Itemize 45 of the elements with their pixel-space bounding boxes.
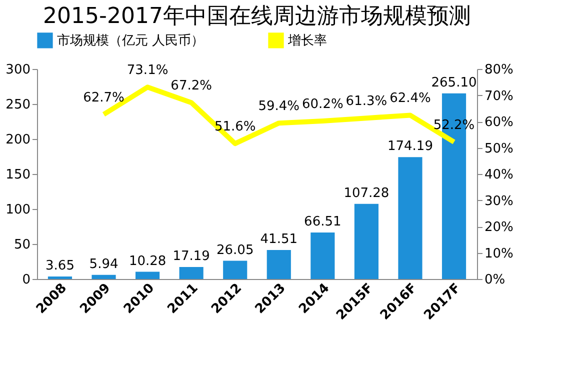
data-label: 61.3% <box>346 94 388 110</box>
bar <box>92 274 116 279</box>
bar <box>354 204 378 279</box>
data-label: 59.4% <box>258 99 300 114</box>
y-tick-label: 300 <box>6 62 30 78</box>
data-label: 26.05 <box>216 242 254 258</box>
data-label: 62.4% <box>390 91 431 106</box>
y-tick-label: 250 <box>6 98 30 112</box>
data-label: 107.28 <box>344 186 390 201</box>
bar <box>223 260 248 279</box>
y-tick-label: 50 <box>14 238 30 252</box>
data-label: 5.94 <box>89 256 118 272</box>
y2-tick-label: 30% <box>484 194 514 209</box>
bar <box>310 232 335 279</box>
data-label: 265.10 <box>431 75 477 90</box>
bar <box>179 266 204 279</box>
data-label: 60.2% <box>302 96 344 112</box>
data-label: 3.65 <box>46 258 74 274</box>
y2-tick-label: 80% <box>484 62 514 78</box>
y-tick-label: 200 <box>6 132 30 148</box>
legend-label: 市场规模（亿元 人民币） <box>57 33 204 48</box>
bar <box>48 276 72 279</box>
data-label: 73.1% <box>126 63 168 78</box>
y2-tick-label: 0% <box>484 272 506 288</box>
bar <box>136 272 160 279</box>
y2-tick-label: 10% <box>484 246 514 262</box>
y2-tick-label: 50% <box>484 141 514 156</box>
y-tick-label: 150 <box>6 168 30 182</box>
chart-title: 2015-2017年中国在线周边游市场规模预测 <box>43 4 471 29</box>
legend-label: 增长率 <box>287 32 327 48</box>
data-label: 17.19 <box>172 248 210 264</box>
data-label: 66.51 <box>304 214 342 230</box>
y2-tick-label: 40% <box>484 168 514 182</box>
y-tick-label: 100 <box>6 202 30 218</box>
data-label: 10.28 <box>128 254 166 269</box>
y2-tick-label: 60% <box>484 115 514 130</box>
bar <box>266 250 291 279</box>
data-label: 67.2% <box>170 78 212 94</box>
data-label: 41.51 <box>260 232 298 247</box>
data-label: 174.19 <box>387 139 433 154</box>
y2-tick-label: 20% <box>484 220 514 235</box>
y2-tick-label: 70% <box>484 88 514 104</box>
data-label: 62.7% <box>83 90 124 106</box>
y-tick-label: 0 <box>22 272 30 288</box>
bar <box>398 157 422 279</box>
